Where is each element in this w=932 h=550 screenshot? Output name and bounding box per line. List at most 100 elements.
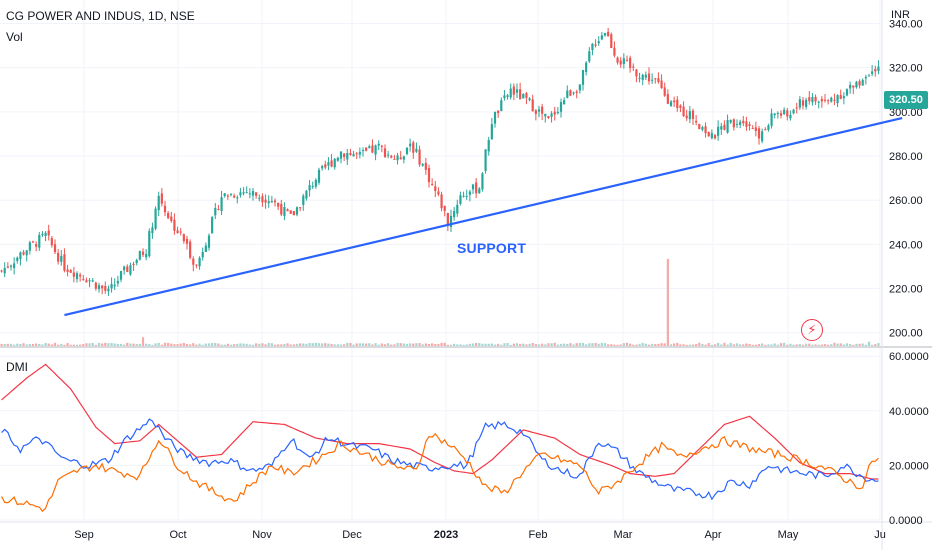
volume-bar bbox=[531, 342, 534, 346]
volume-bar bbox=[720, 344, 723, 346]
candle-body bbox=[767, 125, 770, 130]
candle-body bbox=[801, 100, 805, 106]
candle-body bbox=[324, 164, 327, 168]
candle-body bbox=[390, 155, 393, 158]
candle-body bbox=[415, 148, 418, 152]
volume-bar bbox=[330, 343, 333, 346]
volume-bar bbox=[443, 342, 446, 346]
time-tick-label: Sep bbox=[74, 529, 94, 541]
price-tick-label: 220.00 bbox=[889, 284, 923, 296]
candle-body bbox=[688, 111, 691, 120]
candle-body bbox=[528, 98, 531, 101]
time-tick-label: Dec bbox=[342, 529, 362, 541]
candle-body bbox=[355, 153, 358, 155]
candle-body bbox=[544, 113, 547, 117]
candle-body bbox=[47, 230, 50, 236]
candle-body bbox=[588, 51, 591, 62]
candle-body bbox=[578, 84, 581, 91]
volume-bar bbox=[619, 344, 622, 346]
volume-bar bbox=[317, 343, 321, 346]
volume-bar bbox=[126, 342, 129, 346]
volume-bar bbox=[66, 343, 69, 346]
candle-body bbox=[607, 31, 610, 37]
candle-body bbox=[3, 268, 6, 274]
volume-bar bbox=[795, 344, 798, 346]
candle-body bbox=[242, 192, 245, 194]
volume-bar bbox=[6, 343, 9, 346]
candle-body bbox=[867, 75, 871, 77]
candle-body bbox=[207, 235, 211, 248]
volume-bar bbox=[195, 344, 198, 346]
volume-bar bbox=[553, 342, 556, 346]
volume-bar bbox=[663, 343, 666, 346]
candle-body bbox=[764, 129, 767, 131]
candle-body bbox=[170, 216, 173, 221]
candle-body bbox=[85, 280, 88, 283]
candle-body bbox=[515, 89, 519, 93]
candle-body bbox=[462, 195, 465, 197]
volume-bar bbox=[248, 344, 251, 346]
candle-body bbox=[198, 257, 201, 267]
candle-body bbox=[827, 100, 830, 102]
candle-body bbox=[302, 195, 305, 205]
candle-body bbox=[698, 124, 701, 130]
candle-body bbox=[434, 186, 437, 191]
volume-bar bbox=[223, 344, 226, 346]
volume-bar bbox=[446, 344, 449, 346]
candle-body bbox=[519, 89, 522, 100]
candle-body bbox=[761, 131, 764, 142]
candle-body bbox=[173, 219, 176, 231]
volume-bar bbox=[292, 344, 295, 346]
volume-bar bbox=[157, 342, 160, 346]
candle-body bbox=[710, 133, 713, 139]
candle-body bbox=[726, 120, 729, 133]
dmi-line-adx bbox=[1, 363, 879, 480]
volume-bar bbox=[525, 344, 528, 346]
candle-body bbox=[830, 97, 833, 102]
volume-bar bbox=[255, 343, 258, 346]
volume-bar bbox=[798, 344, 801, 346]
candle-body bbox=[616, 57, 619, 63]
price-tick-label: 320.00 bbox=[889, 63, 923, 75]
volume-bar bbox=[107, 343, 110, 346]
volume-bar bbox=[789, 343, 792, 346]
candle-body bbox=[635, 69, 638, 77]
volume-bar bbox=[97, 342, 101, 346]
candle-body bbox=[638, 77, 641, 79]
volume-bar bbox=[597, 343, 600, 346]
volume-bar bbox=[625, 342, 629, 346]
dmi-line-di_plus bbox=[1, 418, 879, 501]
volume-bar bbox=[405, 343, 409, 346]
candle-body bbox=[613, 47, 616, 56]
volume-bar bbox=[167, 342, 170, 346]
volume-bar bbox=[858, 343, 861, 346]
candle-body bbox=[211, 217, 214, 234]
volume-bar bbox=[776, 344, 779, 346]
lightning-icon[interactable]: ⚡︎ bbox=[801, 319, 823, 341]
volume-bar bbox=[132, 343, 135, 346]
candle-body bbox=[748, 124, 751, 126]
candle-body bbox=[295, 207, 299, 215]
support-annotation: SUPPORT bbox=[457, 240, 527, 256]
dmi-tick-label: 40.0000 bbox=[889, 406, 929, 418]
volume-bar bbox=[528, 343, 531, 346]
volume-bar bbox=[666, 259, 669, 346]
volume-bar bbox=[456, 344, 459, 346]
volume-bar bbox=[855, 343, 858, 346]
candle-body bbox=[123, 266, 126, 271]
volume-bar bbox=[817, 344, 820, 346]
volume-bar bbox=[16, 343, 19, 346]
volume-bar bbox=[286, 343, 289, 346]
candle-body bbox=[151, 227, 154, 234]
volume-bar bbox=[189, 344, 192, 346]
candle-body bbox=[132, 263, 135, 266]
volume-bar bbox=[201, 344, 204, 346]
volume-bar bbox=[415, 343, 418, 346]
volume-bar bbox=[685, 344, 688, 346]
candle-body bbox=[550, 113, 553, 117]
candle-body bbox=[204, 245, 207, 253]
volume-bar bbox=[462, 344, 465, 346]
candle-body bbox=[179, 231, 182, 233]
candle-body bbox=[280, 204, 283, 215]
